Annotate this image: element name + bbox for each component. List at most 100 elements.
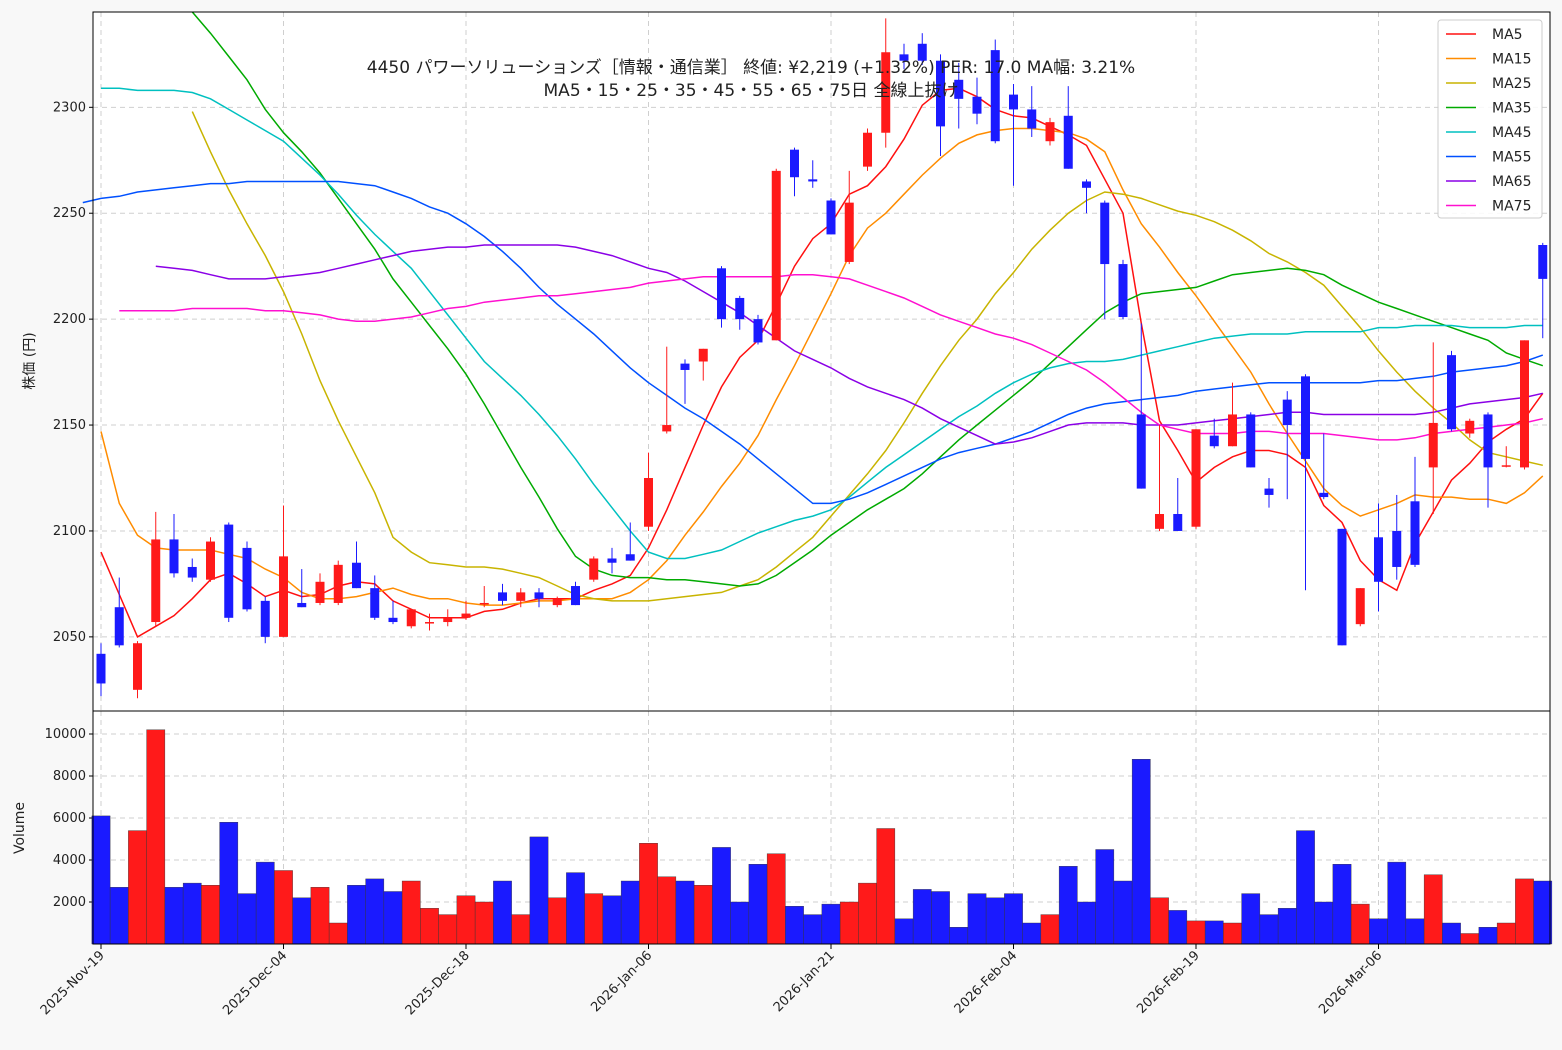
candle-body — [352, 562, 361, 589]
volume-bar — [128, 830, 147, 945]
price-tick-label: 2250 — [53, 206, 86, 221]
volume-bar — [201, 885, 220, 945]
volume-tick-label: 8000 — [53, 769, 86, 784]
candle-body — [954, 79, 964, 99]
volume-bar — [602, 895, 622, 945]
volume-bar — [1277, 908, 1297, 945]
candle-body — [1045, 122, 1055, 142]
volume-bar — [1241, 893, 1261, 945]
candle-body — [644, 478, 653, 527]
volume-bar — [1496, 922, 1516, 945]
volume-bar — [310, 887, 330, 945]
legend: MA5 MA15 MA25 MA35 MA45 MA55 MA65 MA75 — [1437, 19, 1543, 219]
candle-body — [96, 653, 106, 684]
volume-frame — [92, 710, 1551, 945]
candle-body — [443, 617, 453, 623]
volume-bar — [712, 847, 731, 945]
legend-label: MA15 — [1492, 52, 1531, 68]
ma-line-ma65 — [155, 244, 1543, 445]
candle-body — [206, 541, 215, 580]
candle-body — [479, 602, 489, 605]
volume-bar — [511, 914, 531, 945]
candle-body — [1100, 202, 1110, 265]
volume-bar — [803, 914, 823, 945]
volume-tick-label: 4000 — [53, 853, 86, 868]
candlesticks — [96, 18, 1548, 699]
volume-bar — [1131, 759, 1151, 945]
candle-body — [1520, 340, 1529, 468]
candle-body — [771, 170, 781, 341]
volume-bar — [985, 897, 1005, 945]
candle-body — [1246, 414, 1256, 468]
chart-title-line-1: 4450 パワーソリューションズ［情報・通信業］ 終値: ¥2,219 (+1.… — [367, 58, 1135, 78]
candle-body — [242, 547, 252, 610]
legend-label: MA65 — [1492, 174, 1531, 190]
candle-body — [790, 149, 799, 178]
volume-bar — [657, 876, 677, 945]
candle-body — [1009, 94, 1018, 110]
volume-bar — [839, 901, 859, 945]
candle-body — [1428, 422, 1438, 468]
volume-bar — [1204, 920, 1224, 945]
volume-y-axis-label: Volume — [12, 802, 28, 854]
chart-title-line-2: MA5・15・25・35・45・55・65・75日 全線上抜け — [544, 81, 959, 101]
volume-bar — [164, 887, 184, 945]
volume-panel: 2000 4000 6000 8000 10000 Volume — [12, 710, 1553, 945]
volume-bar — [109, 887, 129, 945]
volume-bar — [693, 885, 713, 945]
volume-bar — [383, 891, 403, 945]
volume-tick-label: 2000 — [53, 895, 86, 910]
candle-body — [1392, 530, 1402, 567]
candle-body — [1155, 514, 1164, 529]
volume-bar — [620, 880, 640, 945]
volume-bar — [1405, 918, 1425, 945]
price-y-ticks: 2050 2100 2150 2200 2250 2300 — [53, 100, 93, 645]
candle-body — [516, 592, 526, 601]
volume-bar — [1223, 922, 1242, 945]
candle-body — [1337, 528, 1347, 646]
volume-bar — [1442, 922, 1461, 945]
ma-line-ma35 — [191, 11, 1544, 587]
candle-body — [936, 60, 945, 127]
candle-body — [1136, 414, 1146, 489]
volume-bar — [474, 901, 494, 945]
volume-bar — [821, 903, 841, 945]
candle-body — [1483, 414, 1493, 468]
candle-body — [698, 348, 708, 362]
volume-bar — [237, 893, 257, 945]
candle-body — [151, 539, 161, 623]
candle-body — [863, 132, 872, 167]
candle-body — [1209, 435, 1219, 447]
candle-body — [826, 200, 836, 235]
candle-body — [1173, 514, 1183, 531]
price-panel: 2050 2100 2150 2200 2250 2300 4450 パワーソリューション… — [22, 11, 1551, 712]
candle-body — [589, 558, 599, 580]
candle-body — [1063, 115, 1073, 169]
candle-body — [1118, 264, 1128, 318]
volume-bar — [639, 843, 658, 945]
legend-label: MA75 — [1492, 199, 1531, 215]
candle-body — [370, 588, 380, 618]
volume-bar — [730, 901, 750, 945]
candle-body — [187, 566, 197, 578]
candle-body — [899, 54, 909, 61]
volume-bar — [1296, 830, 1315, 945]
candle-body — [625, 554, 635, 561]
candle-body — [1191, 429, 1201, 527]
ma-line-ma55 — [82, 180, 1544, 505]
candle-body — [260, 600, 270, 637]
volume-bar — [182, 882, 202, 945]
volume-bar — [1186, 920, 1206, 945]
price-tick-label: 2300 — [53, 100, 86, 115]
volume-bar — [1095, 849, 1115, 945]
volume-bar — [894, 918, 914, 945]
price-tick-label: 2100 — [53, 524, 86, 539]
volume-bar — [675, 880, 695, 945]
candle-body — [917, 43, 927, 61]
price-tick-label: 2050 — [53, 630, 86, 645]
volume-grid — [93, 711, 1550, 944]
legend-label: MA25 — [1492, 76, 1531, 92]
volume-tick-label: 10000 — [45, 727, 86, 742]
volume-bar — [365, 878, 385, 945]
